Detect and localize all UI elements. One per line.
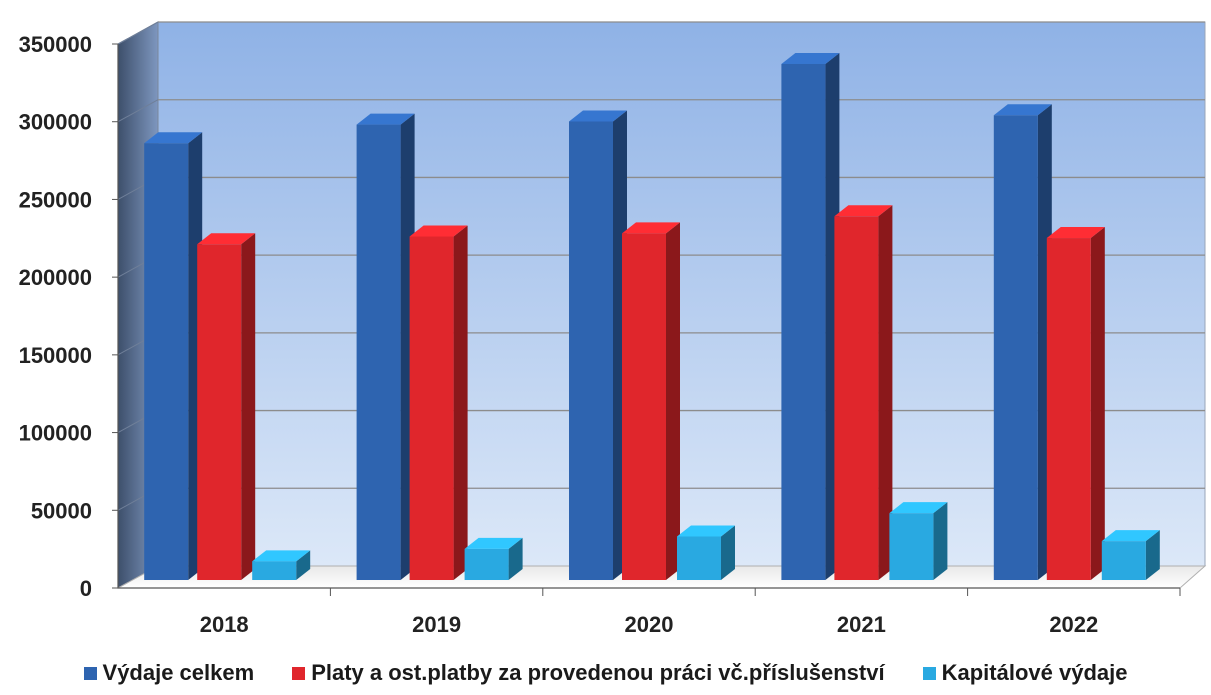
legend-label: Výdaje celkem: [102, 660, 255, 685]
y-tick-label: 150000: [19, 343, 92, 368]
legend-swatch-icon: [292, 666, 306, 680]
y-tick-label: 350000: [19, 32, 92, 57]
bar: [993, 104, 1052, 581]
bar-top: [1101, 530, 1160, 542]
bar: [834, 205, 893, 580]
y-tick-label: 0: [80, 576, 92, 601]
gridline-side: [117, 99, 159, 123]
bar-front: [569, 121, 613, 580]
bar-top: [464, 537, 523, 549]
gridline-side: [117, 21, 159, 45]
bar-front: [622, 233, 666, 580]
bar: [569, 110, 627, 580]
legend-label: Platy a ost.platby za provedenou práci v…: [311, 660, 885, 685]
y-tick-label: 300000: [19, 110, 92, 135]
bar-front: [464, 548, 509, 580]
bar: [464, 537, 523, 580]
x-tick-label: 2021: [837, 612, 886, 637]
bar-top: [993, 104, 1052, 116]
bar-side: [666, 222, 680, 580]
bar: [144, 132, 203, 580]
y-tick-label: 250000: [19, 187, 92, 212]
bar-front: [677, 536, 721, 580]
bar-side: [1145, 530, 1160, 580]
bar-top: [1046, 227, 1105, 239]
bar-top: [356, 113, 415, 125]
bar-front: [834, 216, 879, 580]
bar-front: [889, 513, 934, 580]
y-tick-label: 100000: [19, 421, 92, 446]
bar-front: [993, 115, 1038, 581]
x-axis-tick-labels: 2018 2019 2020 2021 2022: [200, 612, 1099, 637]
bar-front: [252, 561, 297, 580]
bar: [622, 222, 680, 580]
bar-side: [296, 550, 311, 580]
y-tick-label: 200000: [19, 265, 92, 290]
bar-top: [144, 132, 203, 144]
legend-label: Kapitálové výdaje: [941, 660, 1128, 685]
bar: [1046, 227, 1105, 581]
legend-swatch-icon: [83, 666, 97, 680]
bar-side: [1090, 227, 1105, 581]
bar: [1101, 530, 1160, 580]
y-axis-tick-labels: 0 50000 100000 150000 200000 250000 300000 3500…: [19, 32, 118, 601]
bar: [197, 233, 256, 580]
bars: [144, 52, 1160, 581]
bar-front: [409, 236, 454, 580]
bar-front: [781, 63, 826, 580]
bar-side: [453, 225, 468, 580]
bar-side: [721, 525, 735, 580]
bar: [889, 502, 948, 580]
axes: [117, 44, 1181, 596]
bar: [409, 225, 468, 580]
legend-item: Výdaje celkem: [83, 660, 255, 686]
bar: [252, 550, 311, 580]
bar-side: [878, 205, 893, 580]
bar-top: [889, 502, 948, 514]
bar-top: [781, 52, 840, 64]
bar-top: [569, 110, 627, 122]
bar-side: [508, 537, 523, 580]
bar-front: [356, 124, 401, 580]
bar-front: [197, 244, 242, 580]
bar-top: [834, 205, 893, 217]
bar-chart: 0 50000 100000 150000 200000 250000 300000 3500…: [19, 21, 1207, 637]
bar-top: [622, 222, 680, 234]
legend: Výdaje celkem Platy a ost.platby za prov…: [0, 660, 1211, 686]
x-tick-label: 2022: [1049, 612, 1098, 637]
bar-top: [677, 525, 735, 537]
bar-front: [1046, 238, 1091, 581]
legend-item: Platy a ost.platby za provedenou práci v…: [292, 660, 885, 686]
x-tick-label: 2018: [200, 612, 249, 637]
y-tick-label: 50000: [31, 498, 92, 523]
x-tick-label: 2019: [412, 612, 461, 637]
bar-front: [144, 143, 189, 580]
legend-swatch-icon: [922, 666, 936, 680]
bar-top: [252, 550, 311, 562]
bar: [781, 52, 840, 580]
bar-top: [197, 233, 256, 245]
bar: [677, 525, 735, 580]
legend-item: Kapitálové výdaje: [922, 660, 1128, 686]
bar-front: [1101, 541, 1146, 580]
bar-side: [933, 502, 948, 580]
bar: [356, 113, 415, 580]
bar-top: [409, 225, 468, 237]
x-tick-label: 2020: [625, 612, 674, 637]
bar-side: [241, 233, 256, 580]
